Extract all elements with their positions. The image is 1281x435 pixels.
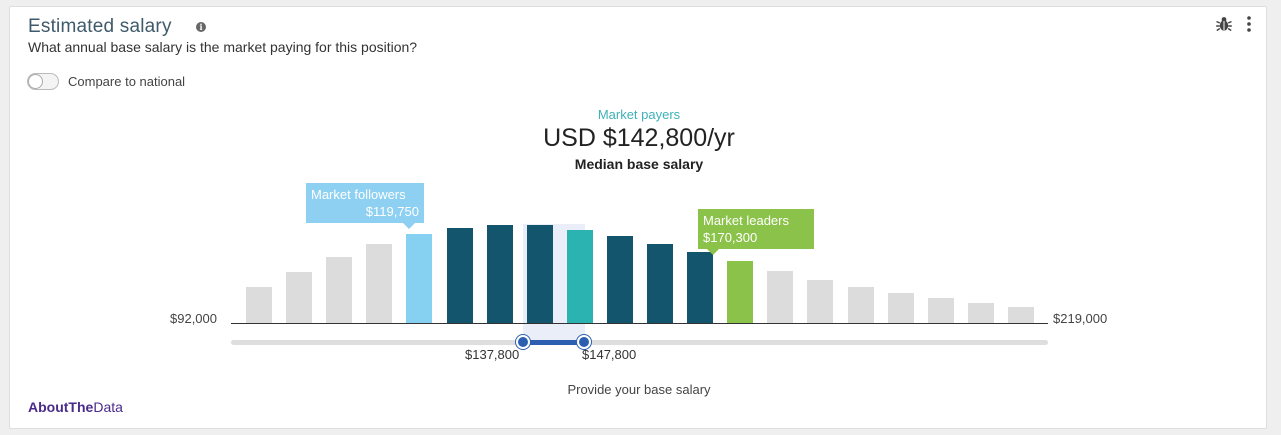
salary-slider-track[interactable] bbox=[231, 340, 1048, 345]
market-payers-label: Market payers bbox=[597, 107, 681, 122]
compare-national-toggle[interactable] bbox=[27, 73, 59, 90]
market-leaders-callout: Market leaders $170,300 bbox=[698, 209, 814, 255]
chart-baseline bbox=[231, 323, 1048, 324]
distribution-bar bbox=[526, 225, 553, 323]
salary-distribution-chart bbox=[10, 7, 1268, 323]
axis-min-label: $92,000 bbox=[170, 311, 217, 326]
compare-national-label: Compare to national bbox=[68, 74, 186, 89]
distribution-bar bbox=[1007, 307, 1034, 323]
provide-salary-prompt: Provide your base salary bbox=[567, 382, 711, 397]
distribution-bar bbox=[366, 244, 393, 323]
distribution-bar bbox=[446, 228, 473, 323]
market-followers-label: Market followers bbox=[311, 187, 406, 202]
distribution-bar bbox=[807, 280, 834, 323]
distribution-bar bbox=[406, 234, 433, 323]
axis-max-label: $219,000 bbox=[1053, 311, 1108, 326]
median-salary-value: USD $142,800/yr bbox=[543, 124, 735, 152]
market-followers-callout: Market followers $119,750 bbox=[306, 183, 424, 229]
brand-light: Data bbox=[93, 399, 123, 415]
distribution-bar bbox=[326, 257, 353, 323]
distribution-bar bbox=[887, 293, 914, 323]
distribution-bar bbox=[927, 298, 954, 323]
distribution-bar bbox=[967, 303, 994, 323]
bug-icon[interactable] bbox=[1215, 15, 1233, 33]
toggle-knob bbox=[28, 74, 43, 89]
estimated-salary-card: Estimated salary i What annual base sala… bbox=[9, 6, 1267, 429]
distribution-bar bbox=[847, 287, 874, 323]
distribution-bar bbox=[687, 252, 714, 323]
distribution-bar bbox=[767, 271, 794, 323]
salary-slider-range bbox=[523, 340, 585, 345]
slider-low-handle[interactable] bbox=[516, 335, 530, 349]
market-leaders-value: $170,300 bbox=[703, 230, 758, 245]
distribution-bar bbox=[647, 244, 673, 323]
distribution-bar bbox=[566, 230, 593, 323]
market-followers-value: $119,750 bbox=[365, 204, 419, 219]
distribution-bar bbox=[486, 225, 513, 323]
distribution-bar bbox=[727, 261, 754, 323]
widget-title: Estimated salary bbox=[28, 16, 172, 37]
slider-high-handle[interactable] bbox=[577, 335, 591, 349]
slider-low-label: $137,800 bbox=[465, 347, 520, 362]
about-the-data-link[interactable]: AboutTheData bbox=[28, 399, 123, 415]
brand-bold: AboutThe bbox=[28, 399, 94, 415]
widget-subtitle: What annual base salary is the market pa… bbox=[28, 39, 418, 55]
median-salary-label: Median base salary bbox=[574, 156, 704, 172]
distribution-bar bbox=[286, 272, 313, 323]
distribution-bar bbox=[606, 236, 633, 323]
market-leaders-label: Market leaders bbox=[703, 213, 789, 228]
slider-high-label: $147,800 bbox=[582, 347, 637, 362]
info-icon[interactable]: i bbox=[196, 22, 206, 32]
distribution-bar bbox=[246, 287, 272, 323]
more-vertical-icon[interactable] bbox=[1246, 16, 1252, 32]
